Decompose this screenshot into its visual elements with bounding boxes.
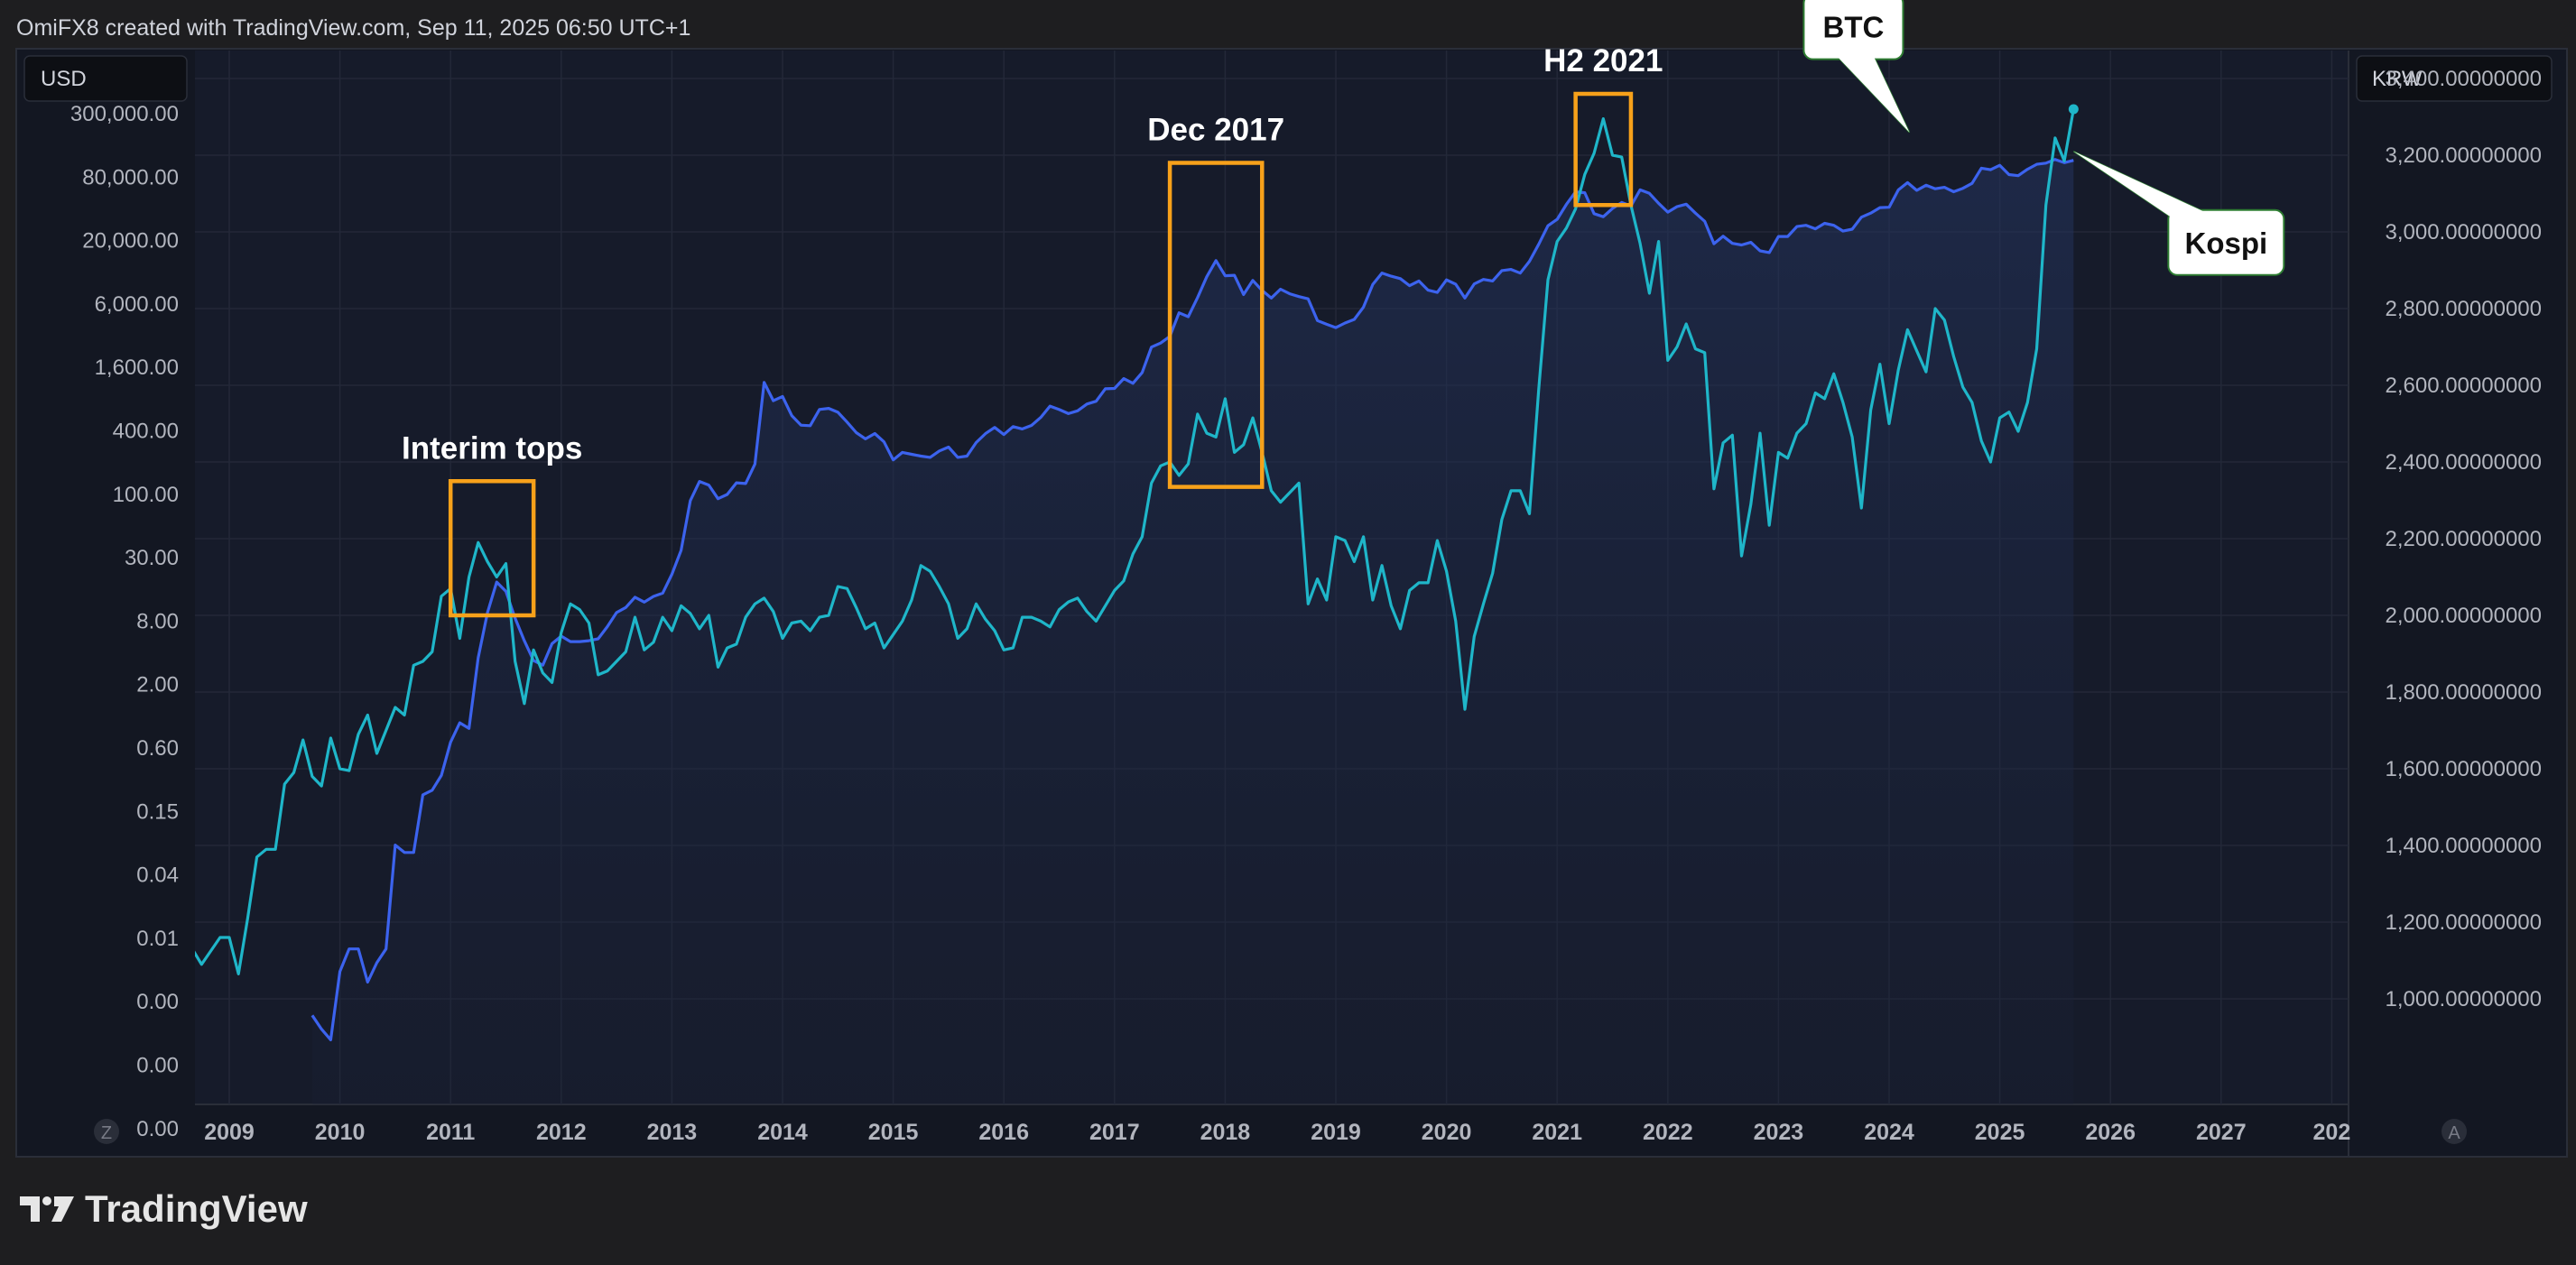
- time-axis-tick-label: 2024: [1864, 1120, 1914, 1145]
- time-axis-tick-label: 2009: [204, 1120, 255, 1145]
- time-axis-tick-label: 2015: [868, 1120, 919, 1145]
- left-axis-tick-label: 1,600.00: [95, 355, 179, 380]
- callout-label: BTC: [1823, 11, 1885, 44]
- left-axis-tick-label: 80,000.00: [82, 165, 179, 189]
- left-axis-tick-label: 20,000.00: [82, 229, 179, 254]
- left-unit-label: USD: [41, 67, 87, 91]
- time-axis-tick-label: 2010: [315, 1120, 366, 1145]
- left-axis-tick-label: 30.00: [125, 546, 179, 570]
- time-axis-tick-label: 2019: [1311, 1120, 1361, 1145]
- time-axis-tick-label: 2016: [978, 1120, 1029, 1145]
- auto-scale-button[interactable]: [2442, 1119, 2467, 1144]
- callout-pointer-cover: [1838, 57, 1910, 133]
- btc-line[interactable]: [310, 158, 2074, 1041]
- kospi-line[interactable]: [183, 108, 2075, 975]
- annotation-boxes: Interim tops Dec 2017 H2 2021: [402, 43, 1663, 618]
- time-axis-tick-label: 202: [2313, 1120, 2351, 1145]
- right-axis-tick-label: 2,400.00000000: [2385, 450, 2542, 475]
- highlight-box: [1167, 161, 1265, 489]
- right-axis-tick-label: 2,800.00000000: [2385, 297, 2542, 321]
- left-axis-tick-label: 400.00: [113, 420, 179, 444]
- highlight-box: [1573, 91, 1634, 208]
- time-axis-tick-label: 2018: [1200, 1120, 1251, 1145]
- left-axis-tick-label: 6,000.00: [95, 292, 179, 317]
- right-axis-tick-label: 1,400.00000000: [2385, 834, 2542, 858]
- time-axis-tick-label: 2013: [647, 1120, 698, 1145]
- callouts: BTC Kospi: [1802, 0, 2285, 276]
- right-unit-selector[interactable]: [2356, 55, 2553, 102]
- left-axis-tick-label: 0.00: [136, 1117, 179, 1141]
- left-axis-tick-label: 0.60: [136, 736, 179, 761]
- right-axis-tick-label: 3,000.00000000: [2385, 220, 2542, 245]
- right-axis-tick-label: 2,600.00000000: [2385, 374, 2542, 398]
- left-axis-tick-label: 0.04: [136, 863, 179, 888]
- time-axis-tick-label: 2026: [2085, 1120, 2136, 1145]
- callout-pointer-cover: [2073, 151, 2205, 219]
- time-axis-tick-label: 2011: [426, 1120, 475, 1145]
- time-axis-tick-label: 2020: [1422, 1120, 1472, 1145]
- time-axis-tick-label: 2021: [1532, 1120, 1582, 1145]
- callout-label: Kospi: [2184, 226, 2267, 260]
- left-axis-tick-label: 8.00: [136, 609, 179, 633]
- time-axis-tick-label: 2014: [757, 1120, 808, 1145]
- left-axis-tick-label: 0.01: [136, 927, 179, 951]
- right-unit-label: KRW: [2372, 67, 2423, 91]
- auto-scale-label: A: [2448, 1123, 2460, 1143]
- time-axis-tick-label: 2027: [2196, 1120, 2247, 1145]
- left-axis-tick-label: 0.15: [136, 799, 179, 824]
- time-axis-tick-label: 2017: [1089, 1120, 1140, 1145]
- right-axis-ticks: 3,400.00000000 3,200.00000000 3,000.000000…: [2385, 67, 2542, 1011]
- right-axis-tick-label: 1,200.00000000: [2385, 910, 2542, 935]
- highlight-box: [448, 479, 536, 618]
- time-axis-tick-label: 2012: [536, 1120, 587, 1145]
- right-axis-tick-label: 1,000.00000000: [2385, 987, 2542, 1011]
- annotation-label: Interim tops: [402, 430, 582, 466]
- right-axis-tick-label: 2,200.00000000: [2385, 527, 2542, 551]
- btc-area-fill: [311, 159, 2074, 1104]
- time-axis-ticks: 2009 2010 2011 2012 2013 2014 2015 2016 2017 2018…: [204, 1120, 2350, 1145]
- left-axis-tick-label: 0.00: [136, 990, 179, 1014]
- zoom-corner-label: Z: [101, 1123, 112, 1143]
- left-axis-ticks: 300,000.00 80,000.00 20,000.00 6,000.00 1,60…: [70, 102, 179, 1141]
- time-axis-tick-label: 2022: [1643, 1120, 1693, 1145]
- left-axis-tick-label: 2.00: [136, 673, 179, 697]
- time-axis-tick-label: 2023: [1754, 1120, 1804, 1145]
- right-axis-tick-label: 1,800.00000000: [2385, 680, 2542, 705]
- zoom-corner-button[interactable]: [94, 1119, 119, 1144]
- left-unit-selector[interactable]: [23, 55, 188, 102]
- tradingview-logo-icon: [20, 1196, 74, 1222]
- tradingview-brand: TradingView: [85, 1187, 308, 1230]
- time-axis-tick-label: 2025: [1975, 1120, 2025, 1145]
- kospi-last-point: [2068, 104, 2079, 115]
- annotation-label: H2 2021: [1543, 43, 1663, 78]
- left-axis-tick-label: 0.00: [136, 1054, 179, 1078]
- left-axis-tick-label: 300,000.00: [70, 102, 179, 126]
- right-axis-tick-label: 1,600.00000000: [2385, 757, 2542, 781]
- right-axis-tick-label: 2,000.00000000: [2385, 604, 2542, 628]
- btc-area: [311, 159, 2074, 1104]
- callout-bubble: [2167, 208, 2285, 276]
- right-axis-tick-label: 3,200.00000000: [2385, 143, 2542, 168]
- series-lines: [183, 104, 2079, 1041]
- annotation-label: Dec 2017: [1147, 113, 1284, 148]
- right-axis-tick-label: 3,400.00000000: [2385, 67, 2542, 91]
- left-axis-tick-label: 100.00: [113, 483, 179, 507]
- chart-credit: OmiFX8 created with TradingView.com, Sep…: [16, 15, 690, 41]
